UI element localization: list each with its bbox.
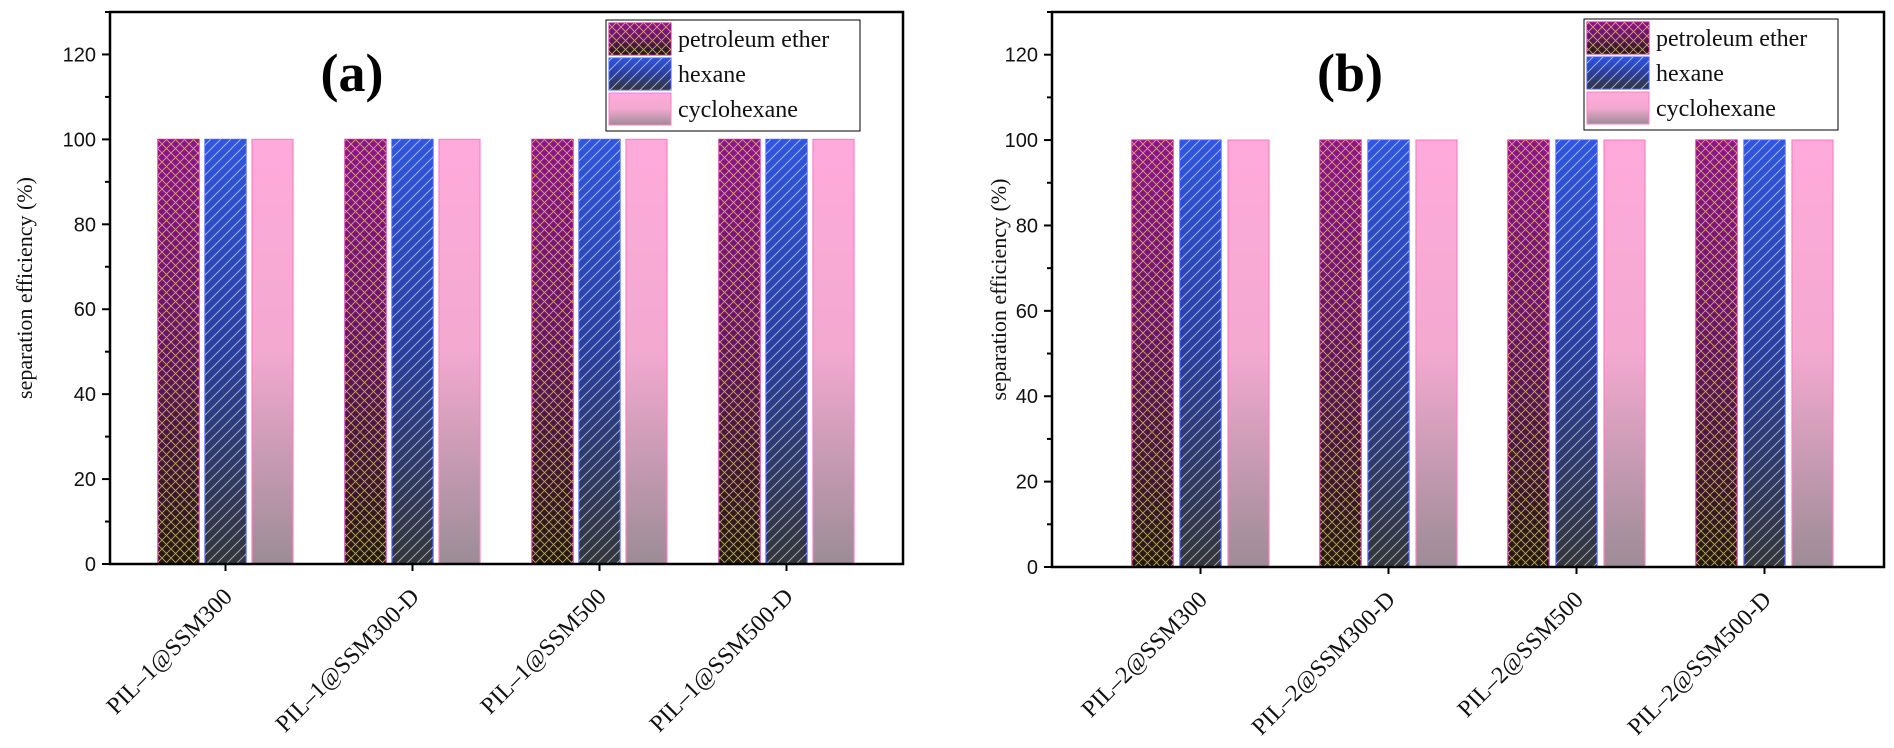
plot-frame bbox=[108, 10, 905, 566]
panel-label: (a) bbox=[321, 43, 384, 103]
y-tick-label: 100 bbox=[63, 129, 96, 151]
legend-swatch-cyclohexane bbox=[608, 92, 672, 126]
bar-hatch bbox=[1556, 140, 1597, 568]
panel-label: (b) bbox=[1317, 43, 1383, 103]
bar-cyclohexane-4 bbox=[812, 138, 855, 565]
y-tick-label: 60 bbox=[74, 299, 96, 321]
bar-hatch bbox=[205, 139, 246, 564]
legend-label: cyclohexane bbox=[678, 97, 798, 123]
panel-a: 0 20 40 60 80 100 120 PIL–1@SSM300 PIL–1@SSM300-… bbox=[12, 10, 905, 738]
plot-frame bbox=[1050, 10, 1886, 569]
y-tick-label: 80 bbox=[1016, 215, 1038, 237]
bar-hatch bbox=[579, 139, 620, 564]
x-category-label: PIL–2@SSM300 bbox=[1077, 587, 1213, 723]
bar-hatch bbox=[1320, 140, 1361, 568]
legend-label: petroleum ether bbox=[1656, 26, 1807, 52]
y-tick-label: 80 bbox=[74, 214, 96, 236]
legend: petroleum ether hexane cyclohexane bbox=[1583, 18, 1839, 131]
y-axis-label: separation efficiency (%) bbox=[12, 177, 37, 399]
y-axis-label: separation efficiency (%) bbox=[986, 179, 1011, 401]
legend-swatch-hatch bbox=[609, 58, 671, 90]
bar-hatch bbox=[158, 139, 199, 564]
y-tick-label: 40 bbox=[74, 384, 96, 406]
x-category-label: PIL–1@SSM300 bbox=[102, 584, 238, 720]
bar-cyclohexane-2 bbox=[1415, 139, 1458, 568]
legend-swatch-hatch bbox=[1587, 57, 1649, 89]
bar-cyclohexane-3 bbox=[1603, 139, 1646, 568]
bar-cyclohexane-1 bbox=[251, 138, 294, 565]
y-tick-label: 120 bbox=[1005, 45, 1038, 67]
x-category-label: PIL–1@SSM500 bbox=[476, 584, 612, 720]
legend-swatch-cyclohexane bbox=[1586, 91, 1650, 125]
x-category-label: PIL–2@SSM500-D bbox=[1623, 587, 1777, 741]
x-category-label: PIL–1@SSM300-D bbox=[271, 584, 425, 738]
bar-hatch bbox=[1368, 140, 1409, 568]
legend-swatch-hatch bbox=[1587, 22, 1649, 54]
y-tick-label: 20 bbox=[74, 469, 96, 491]
bar-hatch bbox=[345, 139, 386, 564]
legend-label: hexane bbox=[1656, 61, 1724, 87]
x-category-label: PIL–2@SSM300-D bbox=[1247, 587, 1401, 741]
legend-swatch-hatch bbox=[609, 23, 671, 55]
bar-cyclohexane-2 bbox=[438, 138, 481, 565]
bar-hatch bbox=[1744, 140, 1785, 568]
legend-label: hexane bbox=[678, 62, 746, 88]
bar-cyclohexane-1 bbox=[1227, 139, 1270, 568]
y-tick-label: 20 bbox=[1016, 472, 1038, 494]
legend-label: cyclohexane bbox=[1656, 96, 1776, 122]
panel-b: 0 20 40 60 80 100 120 PIL–2@SSM300 PIL–2@SSM300-… bbox=[986, 10, 1886, 741]
bar-hatch bbox=[1508, 140, 1549, 568]
y-tick-label: 120 bbox=[63, 44, 96, 66]
bar-cyclohexane-3 bbox=[625, 138, 668, 565]
legend-label: petroleum ether bbox=[678, 27, 829, 53]
y-tick-label: 0 bbox=[1027, 557, 1038, 579]
legend: petroleum ether hexane cyclohexane bbox=[605, 19, 861, 132]
bar-hatch bbox=[1696, 140, 1737, 568]
bar-hatch bbox=[1132, 140, 1173, 568]
bar-hatch bbox=[1180, 140, 1221, 568]
x-category-label: PIL–1@SSM500-D bbox=[645, 584, 799, 738]
y-tick-label: 40 bbox=[1016, 386, 1038, 408]
x-category-label: PIL–2@SSM500 bbox=[1453, 587, 1589, 723]
y-tick-label: 60 bbox=[1016, 301, 1038, 323]
bar-hatch bbox=[532, 139, 573, 564]
bar-hatch bbox=[766, 139, 807, 564]
bar-hatch bbox=[392, 139, 433, 564]
bar-hatch bbox=[719, 139, 760, 564]
y-tick-label: 100 bbox=[1005, 130, 1038, 152]
bar-cyclohexane-4 bbox=[1791, 139, 1834, 568]
y-tick-label: 0 bbox=[85, 554, 96, 576]
